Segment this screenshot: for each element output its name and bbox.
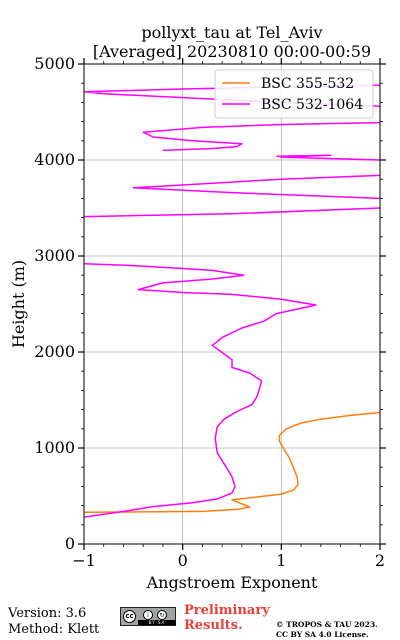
y-tick-label: 2000 (34, 342, 75, 361)
series-lines (84, 84, 380, 518)
x-tick-label: −1 (72, 551, 96, 570)
y-tick-label: 5000 (34, 54, 75, 73)
x-tick-label: 1 (276, 551, 286, 570)
chart-subtitle: [Averaged] 20230810 00:00-00:59 (93, 42, 371, 61)
cc-license-badge: cc i ↻ BY SA (120, 607, 176, 626)
y-tick-label: 4000 (34, 150, 75, 169)
version-line: Version: 3.6 (8, 606, 87, 621)
legend-box (214, 69, 374, 119)
y-tick-label: 1000 (34, 438, 75, 457)
x-tick-label: 0 (178, 551, 188, 570)
x-axis-label: Angstroem Exponent (146, 573, 318, 592)
version-info: Version: 3.6 Method: Klett (8, 606, 99, 638)
series-line-bsc-532-1064 (84, 84, 380, 518)
legend-label-bsc-355-532: BSC 355-532 (261, 76, 354, 92)
preliminary-line2: Results. (184, 618, 243, 633)
by-icon: i (143, 610, 153, 620)
legend: BSC 355-532 BSC 532-1064 (214, 69, 374, 119)
series-line-bsc-355-532 (84, 411, 380, 514)
y-axis-label: Height (m) (9, 260, 28, 348)
plot-frame (83, 63, 381, 545)
sa-icon: ↻ (157, 610, 167, 620)
cc-icon: cc (123, 610, 136, 623)
copyright-line2: CC BY SA 4.0 License. (276, 630, 369, 639)
y-tick-label: 0 (65, 534, 75, 553)
cc-badge-strip: BY SA (138, 620, 176, 625)
chart-title: pollyxt_tau at Tel_Aviv (141, 23, 322, 42)
preliminary-results-note: Preliminary Results. (184, 603, 270, 633)
y-tick-label: 3000 (34, 246, 75, 265)
preliminary-line1: Preliminary (184, 603, 270, 618)
legend-label-bsc-532-1064: BSC 532-1064 (261, 97, 363, 113)
method-line: Method: Klett (8, 622, 100, 637)
grid-lines (83, 63, 381, 545)
copyright-note: © TROPOS & TAU 2023. CC BY SA 4.0 Licens… (276, 620, 378, 640)
x-tick-label: 2 (375, 551, 385, 570)
copyright-line1: © TROPOS & TAU 2023. (276, 620, 378, 629)
angstroem-profile-chart: pollyxt_tau at Tel_Aviv [Averaged] 20230… (9, 23, 386, 592)
